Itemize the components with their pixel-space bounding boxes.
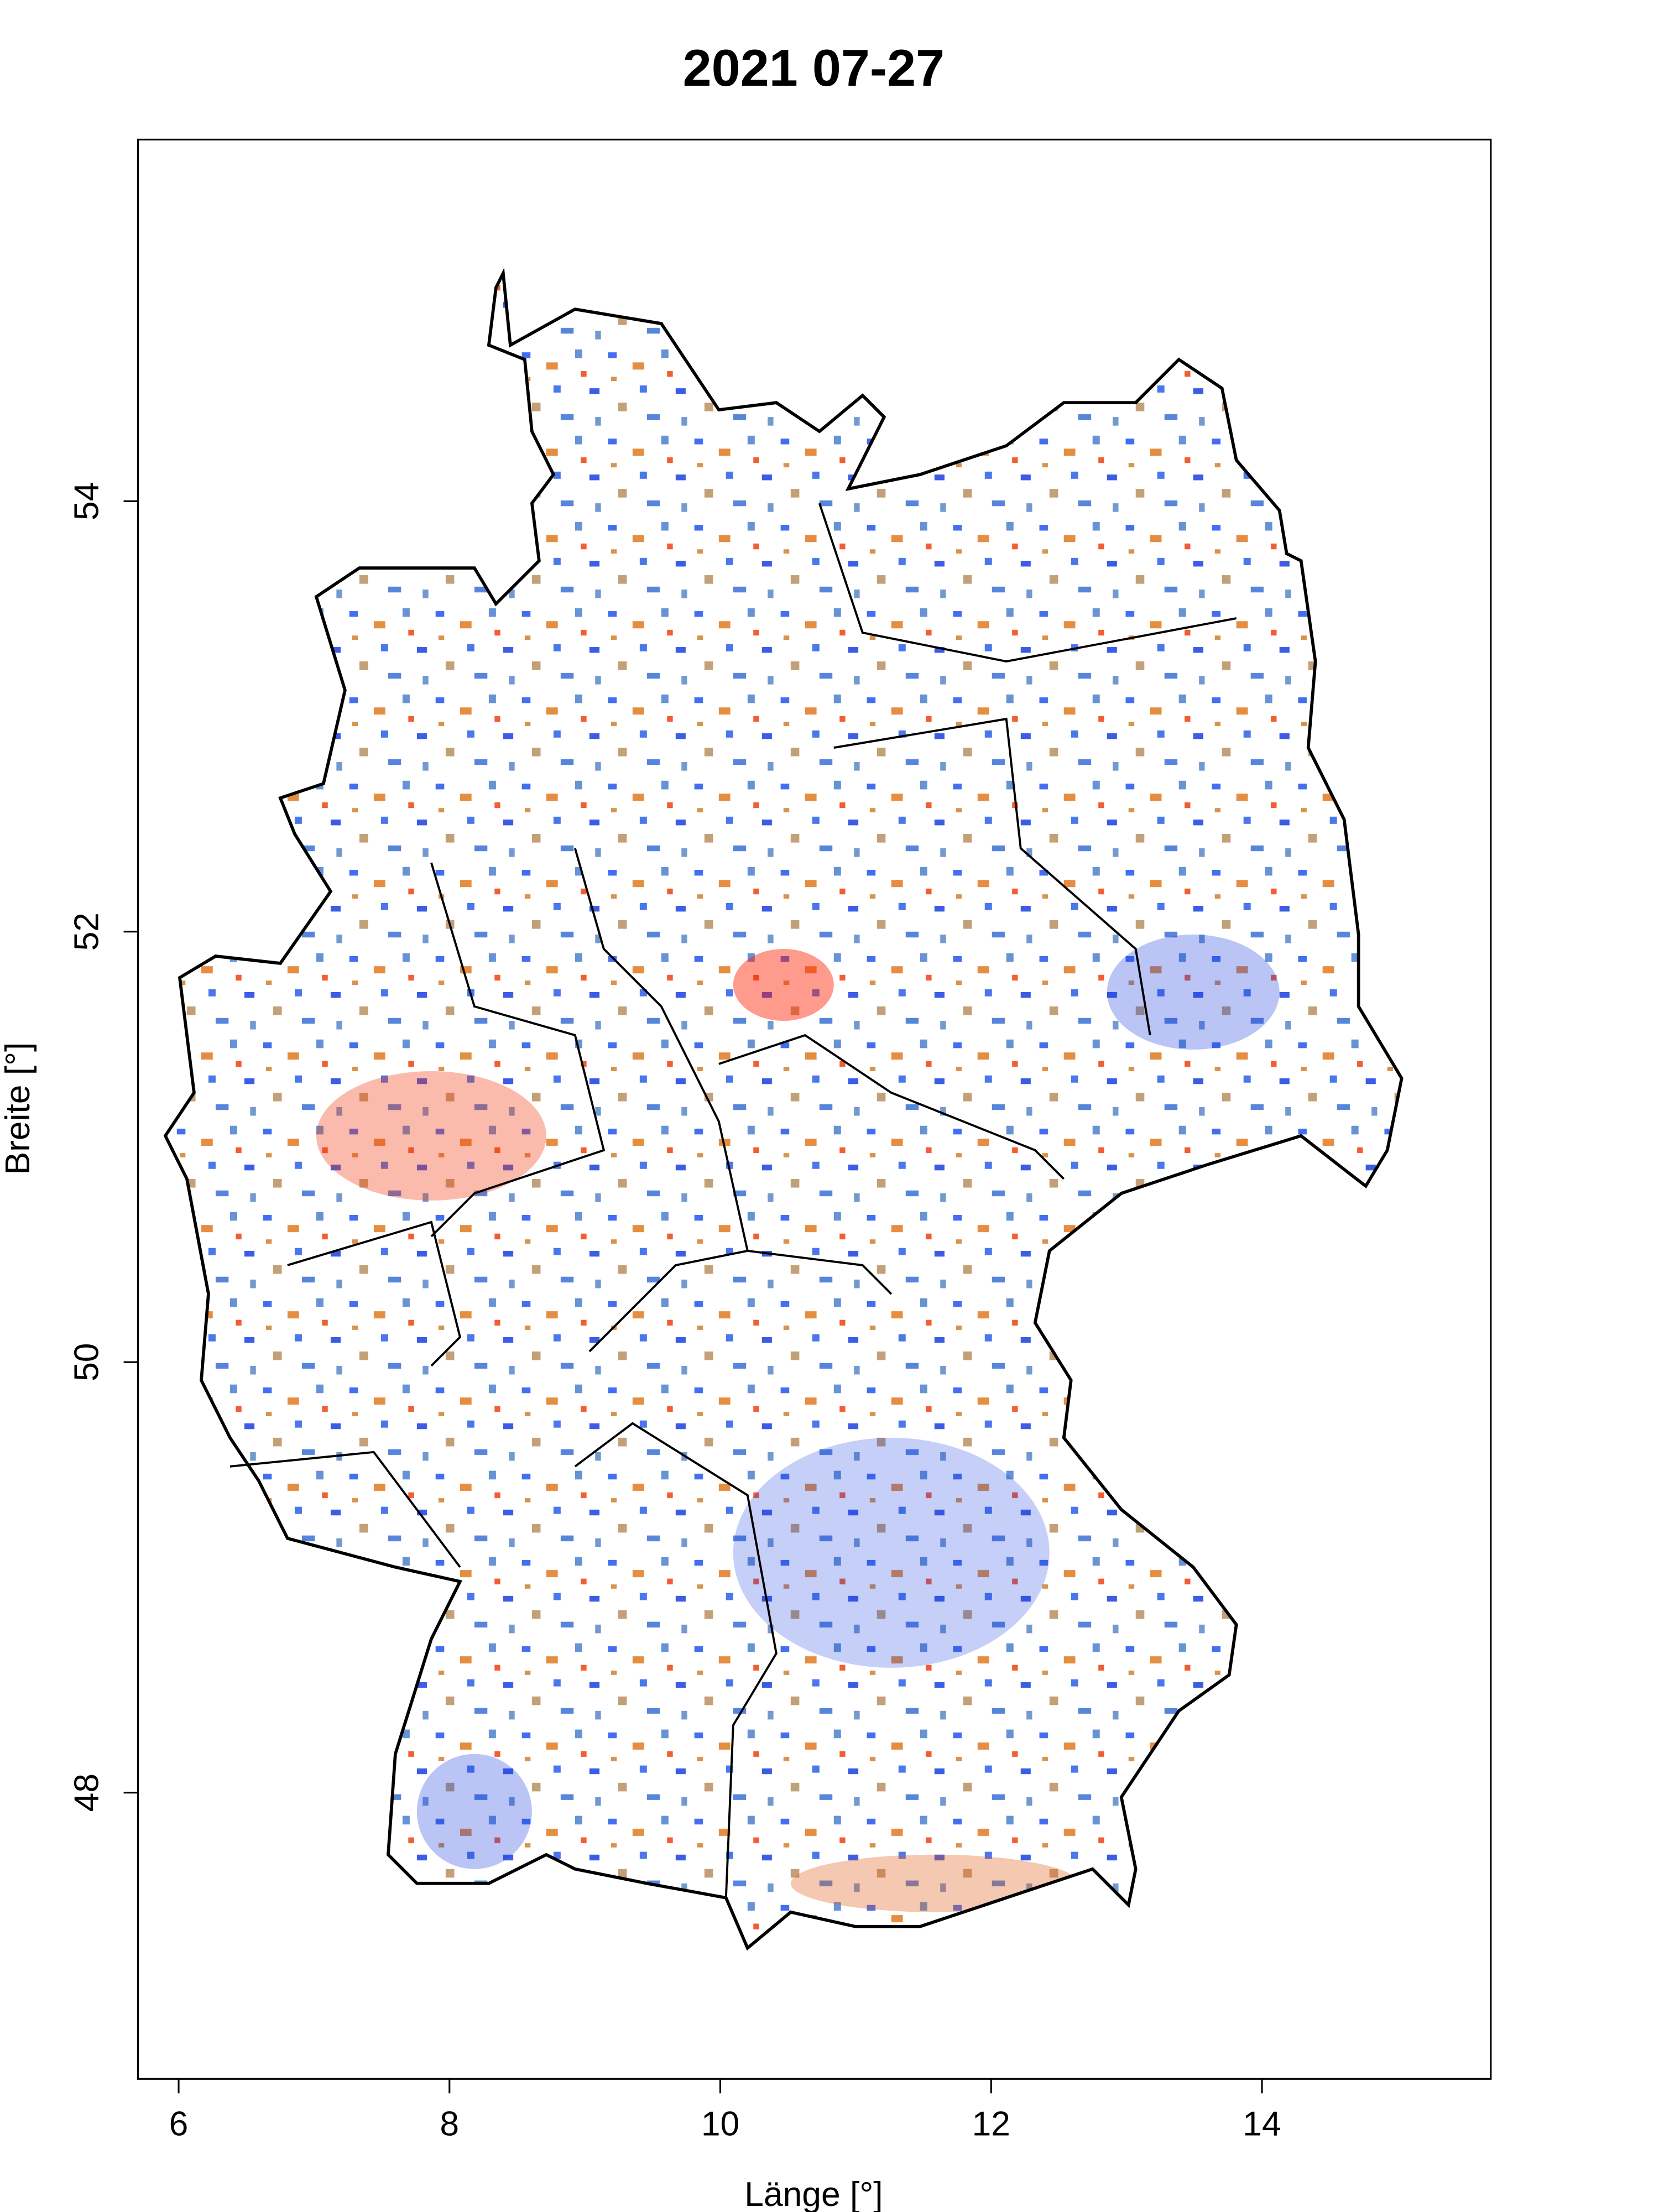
y-tick-label: 50 <box>68 1343 106 1381</box>
chart-title: 2021 07-27 <box>683 39 945 97</box>
x-tick-label: 12 <box>972 2105 1010 2143</box>
plot-frame <box>137 138 1492 2080</box>
x-axis-label: Länge [°] <box>744 2176 883 2212</box>
raster <box>165 273 1402 1948</box>
x-tick-label: 10 <box>701 2105 739 2143</box>
y-tick-label: 48 <box>68 1773 106 1812</box>
y-tick-label: 54 <box>68 482 106 520</box>
x-tick-label: 8 <box>440 2105 459 2143</box>
y-axis-label: Breite [°] <box>0 1042 37 1175</box>
y-tick-label: 52 <box>68 912 106 951</box>
x-tick-label: 14 <box>1243 2105 1281 2143</box>
state-borders <box>229 503 1237 1898</box>
x-tick-label: 6 <box>169 2105 189 2143</box>
